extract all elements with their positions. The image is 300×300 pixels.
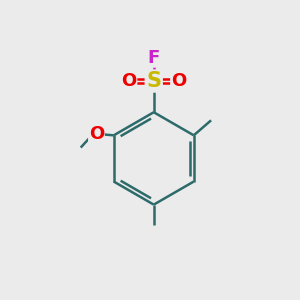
Text: O: O [89,125,104,143]
Text: F: F [148,49,160,67]
Text: O: O [171,72,186,90]
Text: S: S [146,71,161,91]
Text: O: O [122,72,137,90]
